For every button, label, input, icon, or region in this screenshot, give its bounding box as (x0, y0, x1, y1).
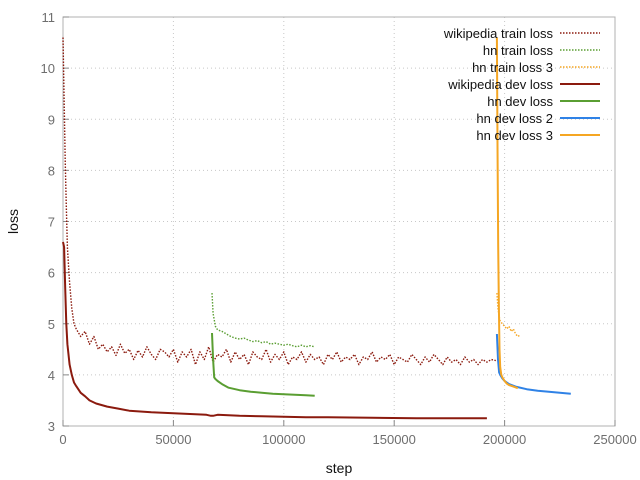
y-tick-label: 7 (48, 215, 55, 230)
series-lines (62, 37, 571, 420)
x-tick-label: 100000 (262, 432, 305, 447)
series-hn-train-loss-3 (496, 293, 521, 338)
series-hn-train-loss (211, 293, 315, 348)
x-tick-label: 250000 (593, 432, 636, 447)
series-wikipedia-dev-loss (62, 241, 487, 420)
series-wikipedia-train-loss (62, 37, 496, 366)
legend: wikipedia train loss hn train loss hn trai… (443, 26, 600, 143)
legend-label-wikipedia-dev-loss: wikipedia dev loss (447, 77, 553, 92)
y-tick-label: 5 (48, 317, 55, 332)
x-tick-label: 150000 (373, 432, 416, 447)
y-tick-label: 10 (41, 61, 55, 76)
x-tick-label: 200000 (483, 432, 526, 447)
legend-label-hn-dev-loss: hn dev loss (487, 94, 553, 109)
y-tick-label: 3 (48, 419, 55, 434)
axis-ticks: 0 50000 100000 150000 200000 250000 3 4 5 6 7 8 9 10 1… (41, 10, 637, 447)
y-tick-label: 9 (48, 112, 55, 127)
x-tick-label: 0 (59, 432, 66, 447)
legend-label-hn-train-loss: hn train loss (483, 43, 554, 58)
legend-label-hn-dev-loss-2: hn dev loss 2 (476, 111, 553, 126)
y-tick-label: 8 (48, 163, 55, 178)
y-tick-label: 4 (48, 368, 55, 383)
series-hn-dev-loss (211, 332, 315, 397)
x-axis-label: step (326, 460, 353, 476)
legend-label-hn-train-loss-3: hn train loss 3 (472, 60, 553, 75)
series-hn-dev-loss-3 (495, 37, 519, 390)
legend-label-hn-dev-loss-3: hn dev loss 3 (476, 128, 553, 143)
y-tick-label: 11 (42, 10, 56, 25)
x-tick-label: 50000 (155, 432, 191, 447)
legend-label-wikipedia-train-loss: wikipedia train loss (443, 26, 554, 41)
y-tick-label: 6 (48, 266, 55, 281)
y-axis-label: loss (5, 209, 21, 234)
